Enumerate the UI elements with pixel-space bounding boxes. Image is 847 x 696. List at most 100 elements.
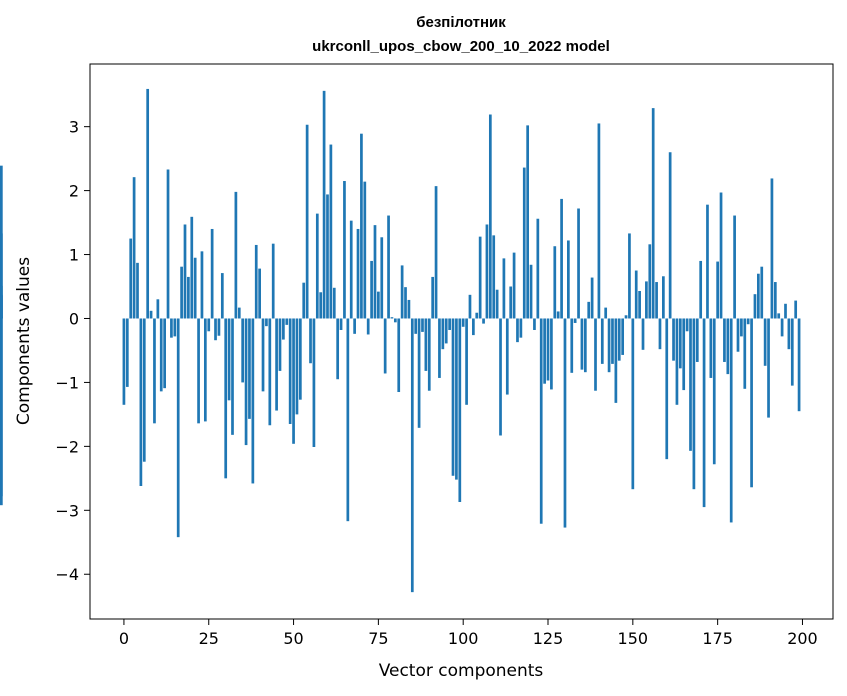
bar-component-91 [431,276,435,319]
bar-component-106 [482,318,485,324]
bar-component-122 [536,218,540,319]
bar-component-129 [560,198,563,319]
bar-component-145 [614,318,618,403]
bar-component-13 [166,169,170,319]
bar-component-25 [207,318,211,332]
bar-component-104 [475,312,479,319]
bar-component-110 [495,289,499,319]
bar-component-121 [533,318,536,330]
bar-component-187 [757,273,760,319]
bar-component-63 [336,318,340,380]
y-axis-label: Components values [14,257,34,425]
bar-component-9 [153,318,156,424]
bar-component-62 [332,287,336,319]
bar-component-199 [797,318,801,412]
x-tick-label: 150 [618,629,649,648]
bar-component-190 [767,318,770,418]
bar-component-120 [529,264,533,319]
bar-component-181 [736,318,740,352]
bar-component-4 [136,262,139,319]
bar-component-92 [434,186,438,319]
bar-component-138 [590,277,594,319]
bar-component-93 [438,318,441,378]
bar-component-3 [132,177,136,319]
bar-component-176 [719,192,723,319]
bar-component-43 [268,318,272,426]
bar-component-29 [220,273,224,319]
bar-component-7 [146,88,150,319]
bar-component-35 [241,318,245,383]
bar-component-94 [441,318,445,350]
bar-component-20 [190,216,194,319]
bar-component-125 [546,318,550,381]
bar-component-22 [197,318,200,424]
x-tick-label: 50 [283,629,303,648]
bar-component-165 [682,318,686,391]
bar-component-108 [488,114,492,319]
bar-component-71 [363,181,367,319]
bar-component-80 [393,318,397,323]
bar-component-56 [312,318,316,447]
bar-component-31 [227,318,231,401]
bar-component-33 [234,191,238,319]
bar-component-130 [563,318,567,528]
x-axis-label: Vector components [379,661,544,681]
bar-component-102 [468,294,472,319]
bar-component-124 [543,318,546,384]
plot-area-frame [89,63,834,620]
bar-component-76 [380,237,384,319]
bar-component-116 [516,318,519,343]
bar-component-36 [244,318,248,446]
bar-component-21 [193,257,197,319]
bar-component-83 [404,287,407,319]
x-tick-label: 0 [119,629,129,648]
bar-component-144 [611,318,614,364]
bar-component-26 [210,228,214,319]
bar-component-52 [298,318,302,400]
bar-component-32 [231,318,234,435]
bar-component-40 [258,268,261,319]
bar-component-38 [251,318,255,484]
bar-component-0 [122,318,126,405]
bar-component-28 [217,318,221,336]
bar-component-170 [699,260,703,319]
y-tick-label: −4 [55,565,79,584]
bar-component-191 [770,178,774,319]
bar-component-115 [512,252,516,319]
bar-component-55 [309,318,312,364]
bar-component-150 [631,318,635,490]
bar-component-114 [509,286,513,319]
bar-component-89 [424,318,428,371]
bar-component-65 [343,181,346,319]
bar-component-87 [417,318,421,428]
y-axis-ticks: −4 −3 −2 −1 0 1 2 3 [55,118,90,584]
x-tick-label: 25 [199,629,219,648]
bar-component-161 [668,152,672,319]
bar-component-24 [203,318,207,422]
bar-component-79 [390,317,394,319]
bar-component-50 [292,318,295,444]
x-tick-label: 175 [702,629,733,648]
y-tick-label: −1 [55,373,79,392]
bar-component-57 [315,213,319,319]
bar-component-126 [550,318,553,390]
bar-component-197 [790,318,794,386]
bar-component-23 [200,251,204,319]
bar-component-10 [156,299,160,319]
bar-component-160 [665,318,669,460]
bar-component-173 [709,318,713,378]
bar-component-184 [746,318,750,325]
bar-component-61 [329,144,333,319]
chart-title-line-2: ukrconll_upos_cbow_200_10_2022 model [312,38,610,55]
bar-component-27 [214,318,217,341]
bar-component-109 [492,235,496,319]
bar-component-95 [444,318,448,344]
bar-component-194 [780,318,784,337]
bar-component-78 [387,215,390,319]
bar-component-189 [763,318,767,366]
bar-component-153 [641,318,645,350]
bar-component-112 [502,258,506,319]
x-tick-label: 200 [787,629,818,648]
bar-component-193 [777,313,781,319]
